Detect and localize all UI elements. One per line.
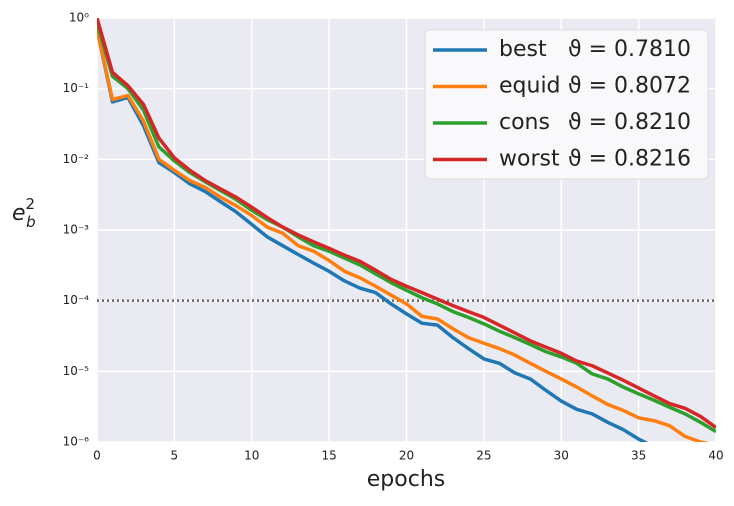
x-tick-label: 25 [476,449,491,463]
x-tick-label: 20 [399,449,414,463]
x-tick-label: 30 [554,449,569,463]
legend-label: best [499,37,547,62]
legend-theta: ϑ = 0.8072 [568,74,691,99]
y-tick-label: 10⁻² [63,152,90,166]
x-tick-label: 10 [244,449,259,463]
legend-theta: ϑ = 0.8210 [568,110,691,135]
series-line [97,18,716,429]
x-tick-label: 40 [708,449,723,463]
y-label-sup: 2 [26,195,36,213]
y-label-base: e [12,201,26,226]
x-tick-label: 15 [321,449,336,463]
x-tick-label: 5 [171,449,179,463]
y-tick-label: 10⁻⁶ [63,435,90,449]
y-tick-label: 10⁻³ [63,223,90,237]
legend-label: cons [499,110,550,135]
series-line [97,28,649,442]
y-tick-label: 10⁻¹ [63,81,90,95]
legend-label: equid [499,74,561,99]
legend-theta: ϑ = 0.8216 [568,147,691,172]
legend-theta: ϑ = 0.7810 [568,37,691,62]
y-label-sub: b [26,213,36,231]
y-tick-label: 10⁻⁵ [63,364,90,378]
series-line [97,28,710,442]
y-tick-label: 10⁰ [69,11,89,25]
x-axis-label: epochs [367,467,445,492]
y-axis-label: e2 b [12,195,36,231]
x-tick-label: 0 [93,449,101,463]
legend-box [424,29,709,180]
x-tick-label: 35 [631,449,646,463]
legend-label: worst [499,147,560,172]
y-tick-label: 10⁻⁴ [63,293,90,307]
